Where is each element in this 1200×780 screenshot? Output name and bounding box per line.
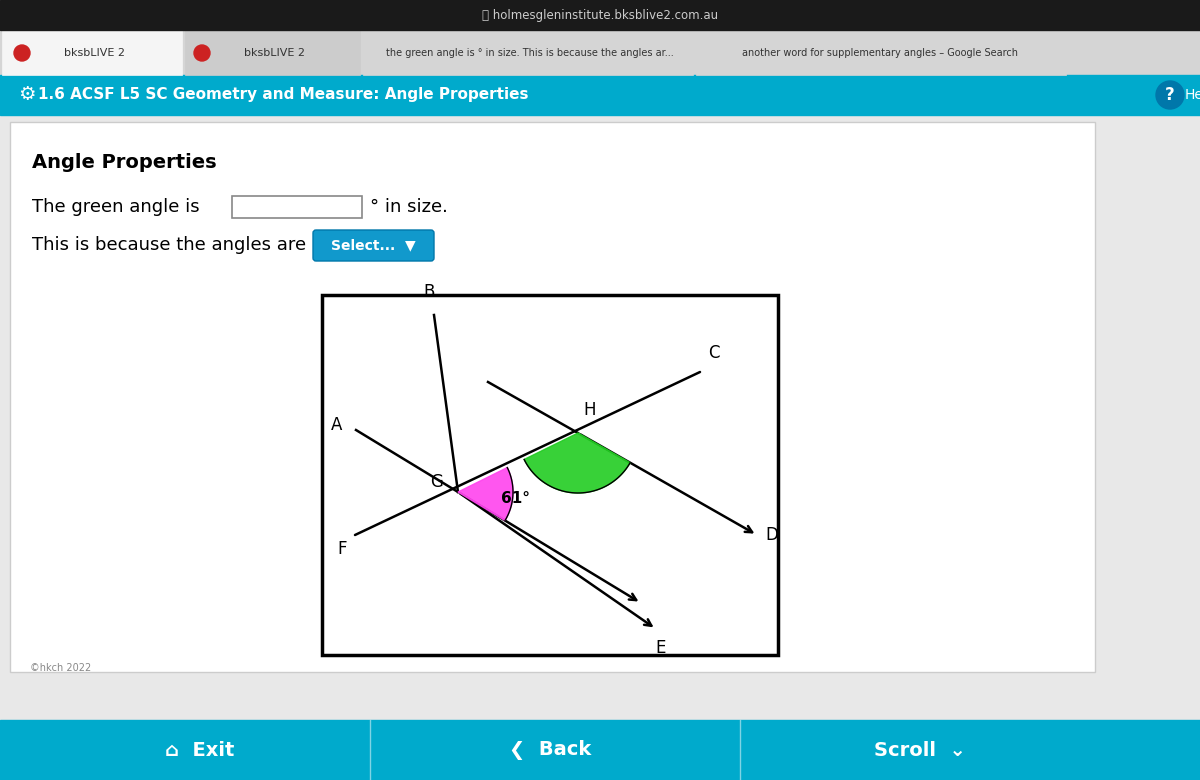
Text: 1.6 ACSF L5 SC Geometry and Measure: Angle Properties: 1.6 ACSF L5 SC Geometry and Measure: Ang… <box>38 87 528 102</box>
Polygon shape <box>458 467 512 520</box>
Text: ❮  Back: ❮ Back <box>509 740 592 760</box>
Circle shape <box>14 45 30 61</box>
Text: C: C <box>708 344 720 362</box>
Text: A: A <box>331 416 342 434</box>
Text: 🔒 holmesgleninstitute.bksblive2.com.au: 🔒 holmesgleninstitute.bksblive2.com.au <box>482 9 718 22</box>
Text: D: D <box>766 526 778 544</box>
Text: ⌂  Exit: ⌂ Exit <box>166 740 235 760</box>
Text: Scroll  ⌄: Scroll ⌄ <box>874 740 966 760</box>
Text: Help: Help <box>1186 88 1200 102</box>
Bar <box>232 196 362 218</box>
Text: the green angle is ° in size. This is because the angles ar...: the green angle is ° in size. This is be… <box>386 48 674 58</box>
Circle shape <box>194 45 210 61</box>
Bar <box>696 30 1066 75</box>
Text: F: F <box>337 540 347 558</box>
Text: ⚙: ⚙ <box>18 86 36 105</box>
Text: E: E <box>656 639 666 657</box>
Text: bksbLIVE 2: bksbLIVE 2 <box>65 48 126 58</box>
Text: The green angle is: The green angle is <box>32 198 199 216</box>
Text: H: H <box>583 401 595 419</box>
FancyBboxPatch shape <box>313 230 434 261</box>
Text: B: B <box>424 283 434 301</box>
Bar <box>364 30 694 75</box>
Circle shape <box>1156 81 1184 109</box>
Bar <box>0 0 1200 30</box>
Text: ©hkch 2022: ©hkch 2022 <box>30 663 91 673</box>
Bar <box>0 30 1200 75</box>
Text: G: G <box>430 473 443 491</box>
Text: This is because the angles are: This is because the angles are <box>32 236 306 254</box>
Text: 61°: 61° <box>500 491 530 506</box>
Bar <box>10 122 1096 672</box>
Text: another word for supplementary angles – Google Search: another word for supplementary angles – … <box>742 48 1018 58</box>
Bar <box>2 30 182 75</box>
Text: Angle Properties: Angle Properties <box>32 153 217 172</box>
Bar <box>322 295 778 655</box>
Bar <box>0 115 1200 735</box>
Text: ?: ? <box>1165 86 1175 104</box>
Text: ° in size.: ° in size. <box>370 198 448 216</box>
Text: Select...  ▼: Select... ▼ <box>331 238 415 252</box>
Polygon shape <box>524 433 630 493</box>
Text: bksbLIVE 2: bksbLIVE 2 <box>245 48 306 58</box>
Bar <box>0 75 1200 115</box>
Bar <box>0 720 1200 780</box>
Bar <box>185 30 360 75</box>
